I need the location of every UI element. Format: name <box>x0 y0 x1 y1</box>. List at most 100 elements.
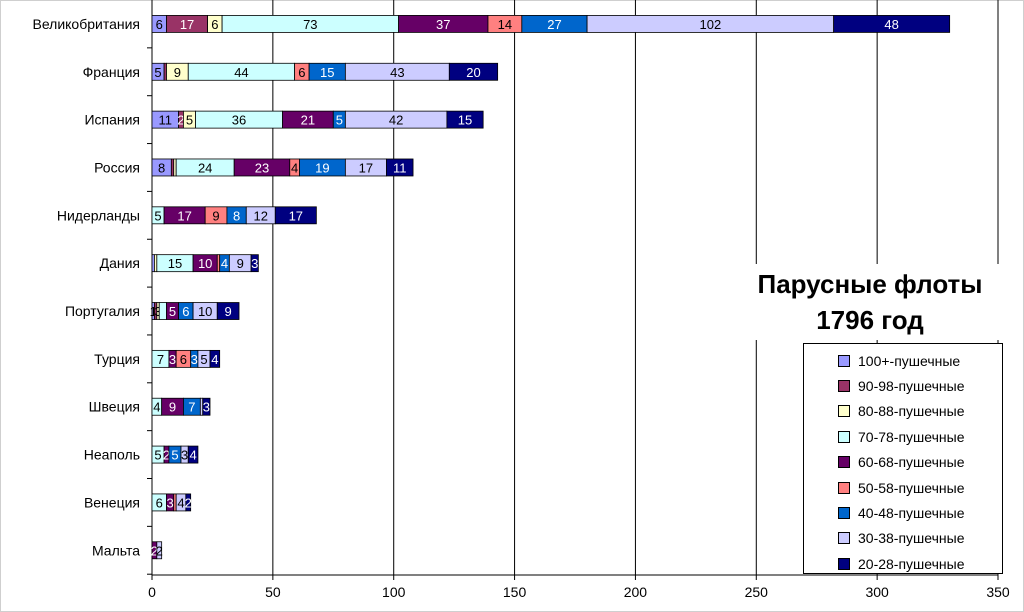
data-label: 4 <box>153 400 160 415</box>
x-tick-label: 250 <box>745 584 769 600</box>
data-label: 9 <box>225 304 232 319</box>
data-label: 21 <box>301 113 315 128</box>
x-tick-label: 200 <box>624 584 648 600</box>
category-label: Венеция <box>84 494 140 510</box>
bar-segment <box>216 302 240 320</box>
data-label: 9 <box>174 65 181 80</box>
data-label: 20 <box>466 65 480 80</box>
legend-item: 90-98-пушечные <box>838 373 1002 398</box>
data-label: 3 <box>251 256 258 271</box>
bar-segment <box>187 445 199 464</box>
legend-item: 80-88-пушечные <box>838 399 1002 424</box>
data-label: 2 <box>185 495 192 510</box>
data-label: 17 <box>180 17 194 32</box>
category-label: Великобритания <box>32 16 140 32</box>
data-label: 27 <box>547 17 561 32</box>
legend-label: 60-68-пушечные <box>858 454 965 471</box>
bar-segment <box>156 541 163 560</box>
data-label: 3 <box>154 304 161 319</box>
data-label: 11 <box>159 113 173 128</box>
data-label: 3 <box>167 495 174 510</box>
data-label: 6 <box>182 304 189 319</box>
data-label: 17 <box>359 160 373 175</box>
data-label: 43 <box>390 65 404 80</box>
data-label: 9 <box>212 208 219 223</box>
legend-label: 40-48-пушечные <box>858 505 965 522</box>
legend-swatch <box>838 557 850 570</box>
legend-swatch <box>838 380 850 393</box>
data-label: 7 <box>188 400 195 415</box>
data-label: 3 <box>203 400 210 415</box>
legend-label: 80-88-пушечные <box>858 403 965 420</box>
category-label: Турция <box>94 351 140 367</box>
data-label: 1 <box>150 304 157 319</box>
data-label: 6 <box>211 17 218 32</box>
legend-item: 40-48-пушечные <box>838 500 1002 525</box>
data-label: 6 <box>156 495 163 510</box>
data-label: 37 <box>436 17 450 32</box>
data-label: 3 <box>191 352 198 367</box>
data-label: 8 <box>233 208 240 223</box>
data-label: 48 <box>884 17 898 32</box>
legend-label: 90-98-пушечные <box>858 378 965 395</box>
category-label: Нидерланды <box>57 207 140 223</box>
data-label: 5 <box>171 448 178 463</box>
category-label: Португалия <box>65 303 140 319</box>
bar-segment <box>209 349 221 368</box>
category-label: Неаполь <box>84 447 140 463</box>
category-label: Франция <box>83 64 140 80</box>
data-label: 2 <box>156 543 163 558</box>
legend-item: 100+-пушечные <box>838 348 1002 373</box>
category-label: Россия <box>94 159 140 175</box>
chart-title-line-1: Парусные флоты <box>757 269 983 299</box>
bar-segment <box>250 254 259 273</box>
data-label: 6 <box>180 352 187 367</box>
bar-segment <box>446 110 484 129</box>
data-label: 9 <box>169 400 176 415</box>
x-tick-label: 50 <box>265 584 281 600</box>
legend: 100+-пушечные 90-98-пушечные 80-88-пушечны… <box>803 343 1003 574</box>
data-label: 7 <box>157 352 164 367</box>
data-label: 102 <box>700 17 722 32</box>
legend-label: 20-28-пушечные <box>858 555 965 572</box>
legend-swatch <box>838 532 850 545</box>
legend-item: 30-38-пушечные <box>838 526 1002 551</box>
data-label: 5 <box>200 352 207 367</box>
data-label: 10 <box>198 304 212 319</box>
data-label: 4 <box>291 160 298 175</box>
x-tick-label: 300 <box>865 584 889 600</box>
data-label: 4 <box>177 495 184 510</box>
bar-segment <box>185 493 192 512</box>
bar-segment <box>833 15 951 33</box>
data-label: 24 <box>198 160 212 175</box>
legend-swatch <box>838 354 850 367</box>
data-label: 2 <box>151 543 158 558</box>
data-label: 4 <box>211 352 218 367</box>
bar-segment <box>448 62 499 81</box>
legend-swatch <box>838 405 850 418</box>
data-label: 15 <box>168 256 182 271</box>
data-label: 4 <box>189 448 196 463</box>
chart-title-line-2: 1796 год <box>816 305 924 335</box>
category-label: Швеция <box>89 399 140 415</box>
data-label: 17 <box>177 208 191 223</box>
bar-segment <box>158 302 167 320</box>
data-label: 15 <box>320 65 334 80</box>
data-label: 5 <box>154 448 161 463</box>
data-label: 2 <box>177 113 184 128</box>
x-tick-label: 150 <box>503 584 527 600</box>
legend-swatch <box>838 430 850 443</box>
x-tick-label: 350 <box>986 584 1010 600</box>
bar-segment <box>386 158 414 177</box>
data-label: 15 <box>458 113 472 128</box>
data-label: 11 <box>393 160 407 175</box>
category-label: Мальта <box>92 542 140 558</box>
data-label: 5 <box>169 304 176 319</box>
data-label: 6 <box>298 65 305 80</box>
data-label: 5 <box>186 113 193 128</box>
legend-item: 50-58-пушечные <box>838 475 1002 500</box>
data-label: 44 <box>234 65 248 80</box>
data-label: 17 <box>289 208 303 223</box>
